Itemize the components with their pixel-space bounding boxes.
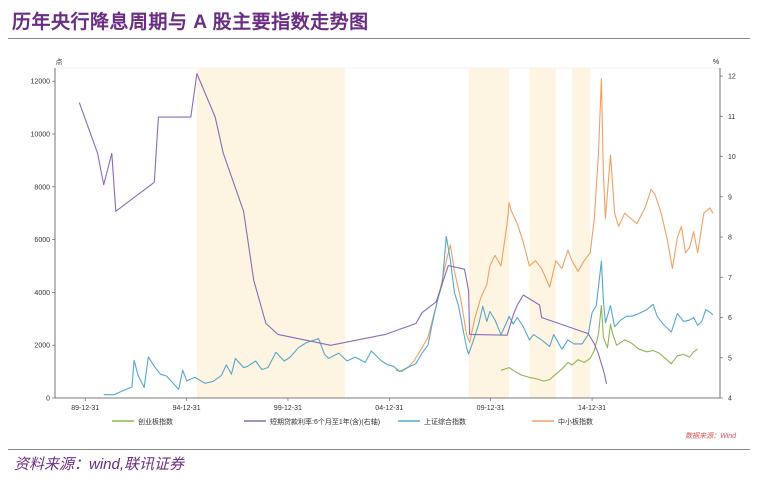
- legend-label-short-term-loan-rate: 短期贷款利率:6个月至1年(含)(右轴): [270, 417, 380, 426]
- left-axis-unit: 点: [56, 58, 63, 66]
- x-tick-label: 04-12-31: [375, 405, 403, 412]
- page-title: 历年央行降息周期与 A 股主要指数走势图: [12, 12, 369, 33]
- legend-label-chinext-index: 创业板指数: [138, 417, 173, 426]
- left-tick-label: 6000: [34, 237, 50, 244]
- right-tick-label: 4: [728, 396, 732, 403]
- plot-frame: [54, 67, 721, 399]
- left-tick-label: 4000: [34, 290, 50, 297]
- left-tick-label: 2000: [34, 343, 50, 350]
- x-tick-label: 94-12-31: [173, 405, 201, 412]
- right-tick-label: 6: [728, 315, 732, 322]
- right-axis-unit: %: [713, 59, 719, 66]
- legend-label-sme-board-index: 中小板指数: [558, 417, 593, 426]
- source-note: 数据来源：Wind: [685, 432, 737, 440]
- x-tick-label: 14-12-31: [578, 405, 606, 412]
- left-tick-label: 10000: [31, 132, 51, 139]
- right-tick-label: 7: [728, 275, 732, 282]
- footer-divider: [8, 449, 750, 450]
- rate-cut-band-4: [571, 68, 591, 398]
- x-tick-label: 09-12-31: [477, 405, 505, 412]
- rate-cut-band-3: [529, 68, 556, 398]
- right-tick-label: 9: [728, 194, 732, 201]
- footer-source: 资料来源：wind,联讯证券: [14, 456, 185, 473]
- sme-board-index-line: [395, 78, 714, 373]
- sse-composite-index-line: [103, 235, 714, 396]
- right-tick-label: 12: [728, 74, 736, 81]
- right-tick-label: 10: [728, 154, 736, 161]
- chinext-index-line: [500, 305, 698, 382]
- right-tick-label: 8: [728, 235, 732, 242]
- right-tick-label: 5: [728, 355, 732, 362]
- short-term-loan-rate-line: [78, 73, 608, 385]
- left-tick-label: 0: [46, 396, 50, 403]
- legend-label-sse-composite-index: 上证综合指数: [424, 417, 466, 426]
- x-tick-label: 89-12-31: [71, 405, 99, 412]
- rate-cut-band-2: [468, 68, 510, 398]
- x-tick-label: 99-12-31: [274, 405, 302, 412]
- right-tick-label: 11: [728, 114, 735, 121]
- chart-canvas: 0 2000 4000 6000 8000 10000 12000 点 4 5 6 7 8 9 10 11 12…: [31, 58, 738, 440]
- left-tick-label: 12000: [31, 79, 51, 86]
- title-divider: [8, 38, 750, 39]
- left-tick-label: 8000: [34, 184, 50, 191]
